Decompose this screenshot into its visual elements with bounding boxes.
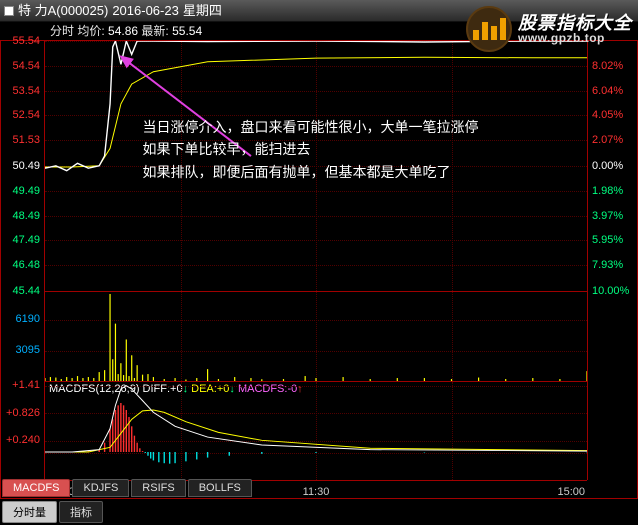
watermark-logo: 股票指标大全 www.gpzb.top [466, 6, 632, 52]
macd-yaxis-left: +1.41+0.826+0.240 [1, 381, 45, 480]
price-annotation: 当日涨停介入，盘口来看可能性很小，大单一笔拉涨停 如果下单比较早，能扫进去 如果… [143, 116, 479, 183]
label-time: 分时 [50, 24, 74, 38]
volume-plot [45, 292, 587, 381]
value-latest: 55.54 [172, 24, 202, 38]
indicator-tab-kdjfs[interactable]: KDJFS [72, 479, 129, 497]
bottom-tab-1[interactable]: 指标 [59, 501, 103, 523]
logo-text-url: www.gpzb.top [518, 32, 632, 44]
label-avg: 均价: [77, 24, 104, 38]
volume-yaxis-left: 61903095 [1, 291, 45, 381]
price-panel[interactable]: 当日涨停介入，盘口来看可能性很小，大单一笔拉涨停 如果下单比较早，能扫进去 如果… [45, 41, 587, 291]
macd-yaxis-right [587, 381, 637, 480]
macd-plot [45, 382, 587, 480]
bottom-tabs: 分时量指标 [2, 501, 105, 523]
indicator-tabs: MACDFSKDJFSRSIFSBOLLFS [2, 479, 254, 497]
macd-panel[interactable]: MACDFS(12,26,9) DIFF:+0↓ DEA:+0↓ MACDFS:… [45, 381, 587, 480]
price-yaxis-left: 55.5454.5453.5452.5451.5350.4949.4948.49… [1, 41, 45, 291]
chart-frame: 当日涨停介入，盘口来看可能性很小，大单一笔拉涨停 如果下单比较早，能扫进去 如果… [0, 40, 638, 499]
app-icon [4, 6, 14, 16]
indicator-tab-rsifs[interactable]: RSIFS [131, 479, 185, 497]
title-symbol: 特 力A(000025) [18, 0, 108, 22]
logo-text-cn: 股票指标大全 [518, 14, 632, 32]
indicator-tab-macdfs[interactable]: MACDFS [2, 479, 70, 497]
indicator-tab-bollfs[interactable]: BOLLFS [188, 479, 252, 497]
logo-bars-icon [466, 6, 512, 52]
value-avg: 54.86 [108, 24, 138, 38]
label-latest: 最新: [141, 24, 168, 38]
volume-panel[interactable] [45, 291, 587, 381]
price-yaxis-right: 8.02%6.04%4.05%2.07%0.00%1.98%3.97%5.95%… [587, 41, 637, 291]
title-weekday: 星期四 [183, 0, 222, 22]
title-date: 2016-06-23 [112, 0, 179, 22]
time-label: 15:00 [557, 486, 585, 498]
bottom-tab-0[interactable]: 分时量 [2, 501, 57, 523]
time-label: 11:30 [303, 486, 330, 498]
volume-yaxis-right [587, 291, 637, 381]
